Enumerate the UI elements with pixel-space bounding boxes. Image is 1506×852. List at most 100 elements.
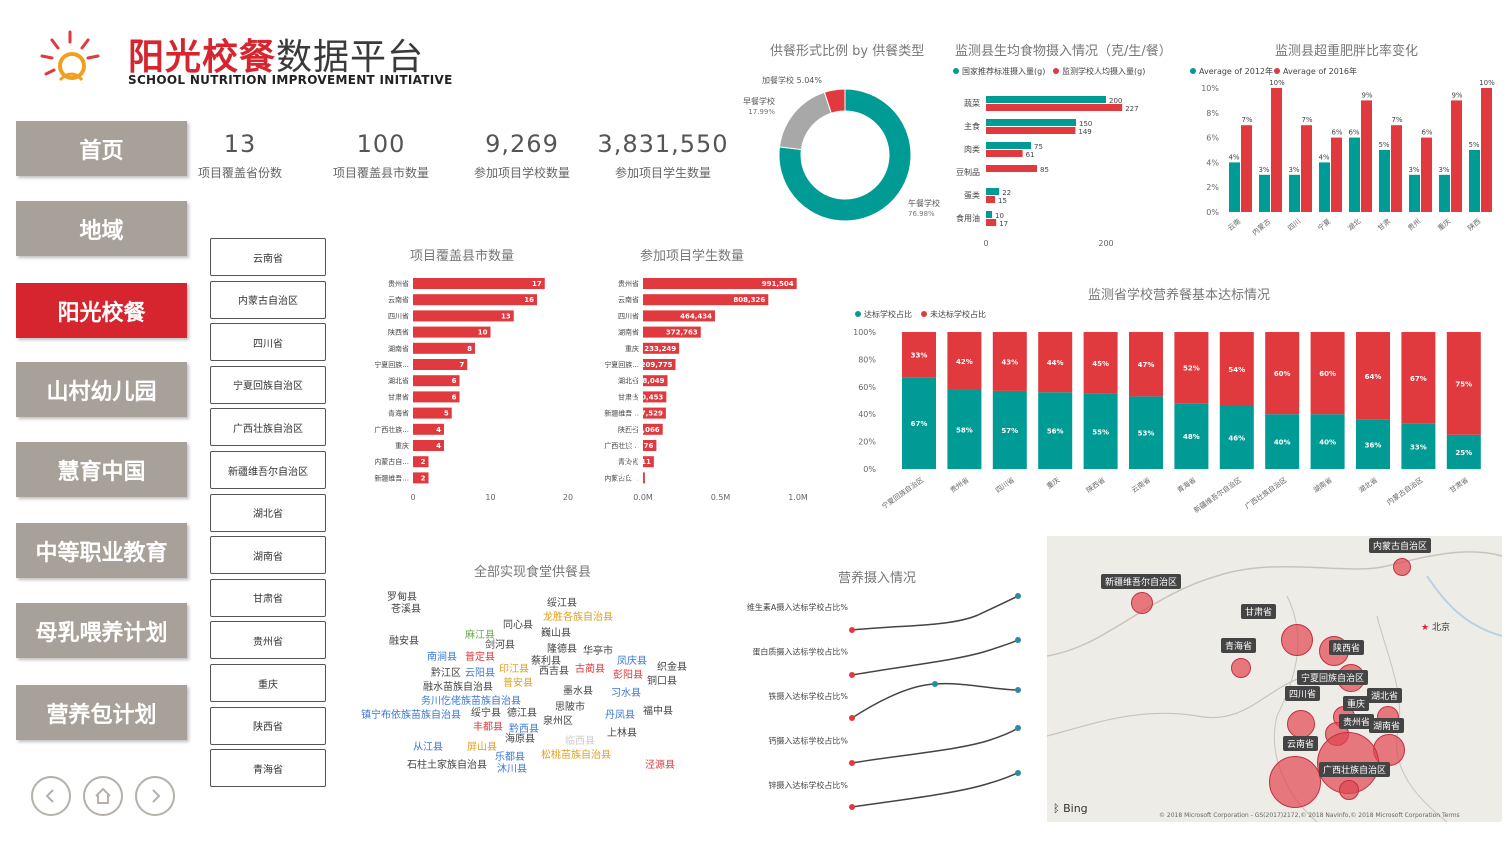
nav-home-button[interactable]: 首页 xyxy=(16,121,187,176)
data-label: 4 xyxy=(436,426,441,434)
province-slicer-item[interactable]: 新疆维吾尔自治区 xyxy=(210,451,326,489)
y-tick-label: 100% xyxy=(853,328,876,337)
nav-sunshine-meal-button[interactable]: 阳光校餐 xyxy=(16,283,187,338)
map-bubble[interactable] xyxy=(1339,780,1359,800)
wordcloud-word: 巍山县 xyxy=(541,628,571,639)
province-slicer-item[interactable]: 青海省 xyxy=(210,749,326,788)
data-label: 7% xyxy=(1241,116,1252,124)
data-label: 4% xyxy=(1228,153,1239,161)
app-subtitle: SCHOOL NUTRITION IMPROVEMENT INITIATIVE xyxy=(128,73,453,87)
x-tick-label: 重庆 xyxy=(1045,475,1062,490)
obesity-title: 监测县超重肥胖比率变化 xyxy=(1275,44,1419,59)
forward-button[interactable] xyxy=(135,776,175,816)
nav-region-button[interactable]: 地域 xyxy=(16,201,187,256)
data-label: 808,326 xyxy=(733,296,765,304)
province-slicer-item[interactable]: 湖南省 xyxy=(210,536,326,575)
map-bubble[interactable] xyxy=(1281,624,1313,656)
bar-unmet xyxy=(947,332,982,390)
x-tick-label: 新疆维吾尔自治区 xyxy=(1192,475,1243,514)
bar xyxy=(413,278,545,289)
obesity-chart: Average of 2012年 Average of 2016年 0% 2% 4% 6%… xyxy=(1190,66,1495,237)
y-tick-label: 主食 xyxy=(964,121,980,131)
province-slicer-item[interactable]: 贵州省 xyxy=(210,621,326,660)
wordcloud-word: 福中县 xyxy=(643,706,673,717)
data-label: 227 xyxy=(1125,105,1138,113)
province-slicer-item[interactable]: 宁夏回族自治区 xyxy=(210,365,326,404)
y-tick-label: 甘肃省 xyxy=(388,392,409,401)
wordcloud-word: 临西县 xyxy=(565,736,595,747)
map-bubble[interactable] xyxy=(1231,658,1251,678)
y-tick-label: 2% xyxy=(1206,183,1219,192)
y-tick-label: 广西壮族... xyxy=(374,425,409,434)
y-tick-label: 四川省 xyxy=(388,311,409,320)
bar-actual xyxy=(986,127,1076,134)
map-bubble[interactable] xyxy=(1131,592,1153,614)
province-slicer-item[interactable]: 湖北省 xyxy=(210,493,326,532)
map-province-label: ★ 北京 xyxy=(1421,620,1450,633)
wordcloud-word: 西吉县 xyxy=(539,666,569,677)
data-label: 8 xyxy=(467,345,472,353)
bar-unmet xyxy=(1083,332,1118,394)
data-label: 10% xyxy=(1479,79,1495,87)
x-tick-label: 湖北 xyxy=(1346,217,1363,233)
nav-huiyu-button[interactable]: 慧育中国 xyxy=(16,442,187,497)
data-label: 3% xyxy=(1258,166,1269,174)
wordcloud-word: 松桃苗族自治县 xyxy=(541,750,611,761)
province-slicer-item[interactable]: 甘肃省 xyxy=(210,578,326,617)
province-slicer-item[interactable]: 广西壮族自治区 xyxy=(210,408,326,447)
y-tick-label: 宁夏回族... xyxy=(604,360,639,369)
y-tick-label: 重庆 xyxy=(625,344,639,353)
nav-breastfeeding-button[interactable]: 母乳喂养计划 xyxy=(16,603,187,658)
donut-chart: 午餐学校 76.98% 早餐学校 17.99% 加餐学校 5.04% xyxy=(743,75,940,222)
wordcloud-word: 南涧县 xyxy=(427,652,457,663)
data-label: 5 xyxy=(444,410,449,418)
data-label: 4 xyxy=(436,442,441,450)
province-slicer-item[interactable]: 云南省 xyxy=(210,238,326,276)
x-tick-label: 宁夏回族自治区 xyxy=(880,475,925,510)
map-bubble[interactable] xyxy=(1287,710,1315,738)
map-view[interactable]: 内蒙古自治区 新疆维吾尔自治区 甘肃省 青海省 陕西省 宁夏回族自治区 四川省 湖北省 重庆 贵州… xyxy=(1047,536,1502,822)
map-province-label: 云南省 xyxy=(1283,736,1319,751)
data-label: 57% xyxy=(1001,427,1018,435)
map-province-label: 贵州省 xyxy=(1339,714,1375,729)
data-label: 33% xyxy=(911,352,928,360)
data-label: 147,529 xyxy=(631,410,663,418)
bar xyxy=(413,440,444,451)
nutrition-title: 营养摄入情况 xyxy=(838,571,917,586)
data-label: 200 xyxy=(1109,97,1122,105)
wordcloud-word: 凤庆县 xyxy=(617,656,647,667)
province-slicer-item[interactable]: 陕西省 xyxy=(210,706,326,745)
home-button[interactable] xyxy=(83,776,123,816)
data-label: 2 xyxy=(421,474,426,482)
sparkline-start-point xyxy=(849,760,855,766)
province-slicer-item[interactable]: 内蒙古自治区 xyxy=(210,280,326,319)
bar-met xyxy=(1129,396,1163,469)
row-label: 蛋白质摄入达标学校占比% xyxy=(752,647,848,657)
wordcloud-word: 镇宁布依族苗族自治县 xyxy=(361,710,461,721)
map-bubble[interactable] xyxy=(1269,756,1321,808)
map-province-label: 甘肃省 xyxy=(1241,604,1277,619)
nav-vocational-button[interactable]: 中等职业教育 xyxy=(16,523,187,578)
x-tick-label: 0 xyxy=(983,239,988,248)
wordcloud-word: 麻江县 xyxy=(465,630,495,641)
x-tick-label: 四川 xyxy=(1286,217,1302,232)
nav-kindergarten-button[interactable]: 山村幼儿园 xyxy=(16,362,187,417)
data-label: 4% xyxy=(1318,153,1329,161)
back-button[interactable] xyxy=(31,776,71,816)
province-slicer-item[interactable]: 四川省 xyxy=(210,323,326,362)
data-label: 3% xyxy=(1408,166,1419,174)
map-province-label: 四川省 xyxy=(1285,686,1321,701)
x-tick-label: 0 xyxy=(410,493,415,502)
kpi-provinces: 13 项目覆盖省份数 xyxy=(197,130,282,180)
bar-unmet xyxy=(1219,332,1254,406)
data-label: 40% xyxy=(1319,439,1336,447)
nav-nutrition-pack-button[interactable]: 营养包计划 xyxy=(16,685,187,740)
bar xyxy=(643,375,668,387)
map-bubble[interactable] xyxy=(1393,558,1411,576)
x-tick-label: 云南省 xyxy=(1130,475,1152,494)
sparkline xyxy=(851,639,1019,676)
sparkline-start-point xyxy=(849,672,855,678)
province-slicer-item[interactable]: 重庆 xyxy=(210,664,326,702)
data-label: 48% xyxy=(1183,433,1200,441)
